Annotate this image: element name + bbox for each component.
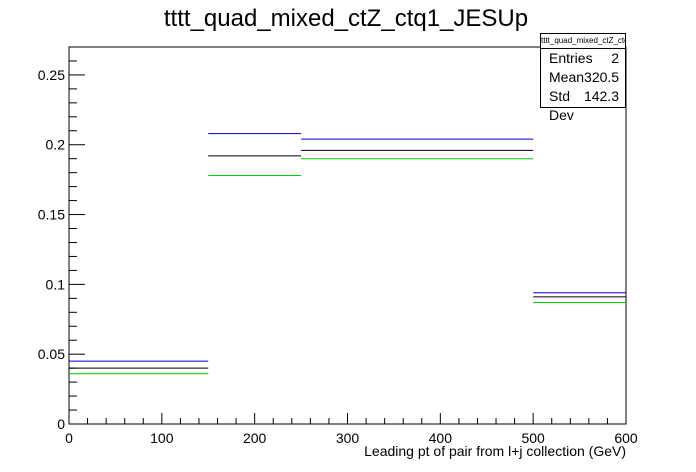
y-tick-label: 0.2 (46, 137, 66, 153)
x-tick-label: 600 (614, 430, 638, 446)
x-tick-label: 400 (429, 430, 453, 446)
stats-title: tttt_quad_mixed_ctZ_ctq1_JESUp (541, 34, 625, 49)
x-tick-label: 500 (521, 430, 545, 446)
chart-title: tttt_quad_mixed_ctZ_ctq1_JESUp (164, 5, 528, 32)
stats-mean-value: 320.5 (584, 69, 620, 85)
y-tick-label: 0.25 (38, 67, 65, 83)
x-tick-label: 0 (65, 430, 73, 446)
stats-stddev-value: 142.3 (583, 88, 619, 104)
x-tick-label: 300 (336, 430, 360, 446)
axis-ticks (68, 46, 627, 425)
stats-entries-label: Entries (549, 50, 593, 66)
stats-row-mean: Mean 320.5 (541, 68, 625, 87)
x-axis-label: Leading pt of pair from l+j collection (… (364, 443, 626, 459)
stats-stddev-label: Std Dev (549, 88, 574, 123)
y-tick-label: 0.1 (46, 276, 66, 292)
y-tick-label: 0.15 (38, 207, 65, 223)
x-tick-labels: 0 100 200 300 400 500 600 (65, 430, 638, 446)
y-tick-label: 0.05 (38, 346, 65, 362)
stats-entries-value: 2 (611, 50, 619, 66)
stats-box: tttt_quad_mixed_ctZ_ctq1_JESUp Entries 2… (540, 33, 626, 123)
stats-mean-label: Mean (549, 69, 585, 85)
y-tick-label: 0 (57, 416, 65, 432)
stats-row-entries: Entries 2 (541, 49, 625, 68)
y-tick-labels: 0 0.05 0.1 0.15 0.2 0.25 (38, 67, 65, 432)
histogram-bars (69, 133, 626, 375)
stats-row-stddev: Std Dev 142.3 (541, 87, 625, 123)
x-tick-label: 100 (150, 430, 174, 446)
x-tick-label: 200 (243, 430, 267, 446)
